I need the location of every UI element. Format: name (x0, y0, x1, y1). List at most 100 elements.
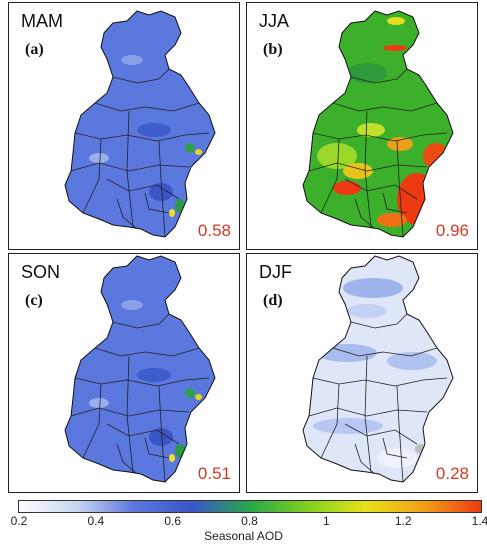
aod-patch (347, 304, 387, 318)
aod-patch (149, 183, 173, 201)
panel-son: SON (c) 0.51 (8, 253, 240, 493)
aod-patch (169, 454, 175, 462)
district-boundary (308, 407, 428, 417)
district-boundary (94, 347, 200, 357)
colorbar-tick: 1 (322, 514, 330, 528)
mean-aod-value: 0.58 (197, 221, 231, 240)
aod-patch (347, 63, 387, 83)
panel-letter: (d) (263, 292, 283, 309)
aod-patch (377, 213, 407, 227)
region-outline (302, 255, 454, 483)
district-boundary (82, 383, 102, 459)
colorbar-tick: 1.4 (471, 514, 487, 528)
mean-aod-value: 0.96 (435, 221, 469, 240)
season-label: SON (21, 262, 61, 282)
colorbar (18, 500, 482, 513)
aod-patch (195, 149, 202, 155)
district-boundary (382, 437, 408, 459)
district-boundary (74, 132, 210, 142)
district-boundary (144, 192, 170, 214)
district-boundary (112, 68, 170, 84)
map-djf (302, 255, 454, 483)
panel-jja: JJA (b) 0.96 (246, 2, 478, 250)
aod-patch (137, 123, 171, 137)
region-fill (65, 256, 215, 482)
panel-letter: (b) (263, 41, 283, 58)
aod-patch (387, 137, 413, 151)
colorbar-tick: 1.2 (394, 514, 412, 528)
district-boundary (158, 385, 166, 482)
season-label: DJF (259, 262, 292, 282)
aod-patch (377, 448, 417, 468)
district-boundary (332, 102, 438, 112)
district-boundary (350, 68, 408, 84)
aod-patch (357, 123, 385, 137)
region-outline (64, 10, 216, 238)
map-jja (302, 10, 454, 238)
aod-patch (423, 143, 449, 169)
aod-patch (185, 388, 195, 398)
district-boundary (112, 313, 170, 329)
colorbar-tick: 0.2 (10, 514, 28, 528)
aod-patch (193, 179, 205, 209)
district-boundary (396, 385, 404, 482)
district-boundary (312, 377, 448, 387)
district-boundary (70, 162, 190, 172)
colorbar-tick: 0.6 (164, 514, 181, 528)
district-boundary (94, 102, 200, 112)
district-boundary (106, 423, 180, 445)
aod-patch (137, 368, 171, 382)
district-boundary (308, 162, 428, 172)
map-mam (64, 10, 216, 238)
aod-patch (387, 352, 437, 370)
aod-patch (89, 153, 109, 163)
aod-patch (387, 17, 405, 25)
district-boundary (344, 423, 418, 445)
district-boundary (106, 178, 180, 200)
aod-patch (193, 424, 205, 454)
region-fill (65, 11, 215, 237)
district-boundary (354, 198, 376, 230)
district-boundary (126, 110, 134, 228)
map-son (64, 255, 216, 483)
district-boundary (364, 110, 372, 228)
district-boundary (344, 178, 418, 200)
district-boundary (144, 437, 170, 459)
district-boundary (74, 377, 210, 387)
aod-patch (383, 45, 407, 51)
district-boundary (364, 355, 372, 473)
panel-djf: DJF (d) 0.28 (246, 253, 478, 493)
season-label: JJA (259, 11, 290, 31)
district-boundary (312, 132, 448, 142)
district-boundary (70, 407, 190, 417)
district-boundary (158, 140, 166, 237)
aod-patch (185, 143, 195, 153)
panel-mam: MAM (a) 0.58 (8, 2, 240, 250)
aod-patch (89, 398, 109, 408)
mean-aod-value: 0.28 (435, 464, 469, 483)
aod-patch (427, 450, 433, 456)
colorbar-label: Seasonal AOD (204, 529, 283, 543)
district-boundary (320, 138, 340, 214)
mean-aod-value: 0.51 (197, 464, 231, 483)
district-boundary (126, 355, 134, 473)
colorbar-tick: 0.8 (241, 514, 258, 528)
aod-patch (121, 55, 143, 65)
panel-letter: (a) (25, 41, 44, 58)
aod-patch (169, 209, 175, 217)
aod-patch (333, 181, 361, 195)
colorbar-tick: 0.4 (87, 514, 105, 528)
district-boundary (82, 138, 102, 214)
aod-patch (195, 394, 202, 400)
district-boundary (116, 443, 138, 475)
aod-patch (317, 143, 357, 169)
region-outline (302, 10, 454, 238)
aod-patch (317, 344, 377, 362)
district-boundary (350, 313, 408, 329)
district-boundary (116, 198, 138, 230)
aod-patch (149, 428, 173, 446)
district-boundary (320, 383, 340, 459)
region-outline (64, 255, 216, 483)
district-boundary (332, 347, 438, 357)
aod-patch (343, 278, 403, 298)
